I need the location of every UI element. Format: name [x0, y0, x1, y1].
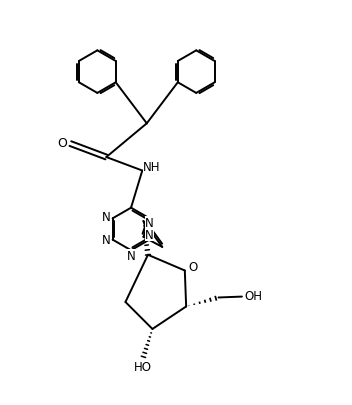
Text: N: N — [102, 211, 111, 224]
Text: NH: NH — [143, 161, 160, 174]
Text: O: O — [188, 261, 197, 274]
Text: OH: OH — [244, 290, 262, 303]
Text: N: N — [145, 217, 154, 230]
Text: N: N — [102, 234, 111, 247]
Text: N: N — [145, 228, 154, 241]
Text: N: N — [127, 249, 136, 262]
Text: HO: HO — [133, 360, 152, 373]
Text: O: O — [57, 137, 67, 150]
